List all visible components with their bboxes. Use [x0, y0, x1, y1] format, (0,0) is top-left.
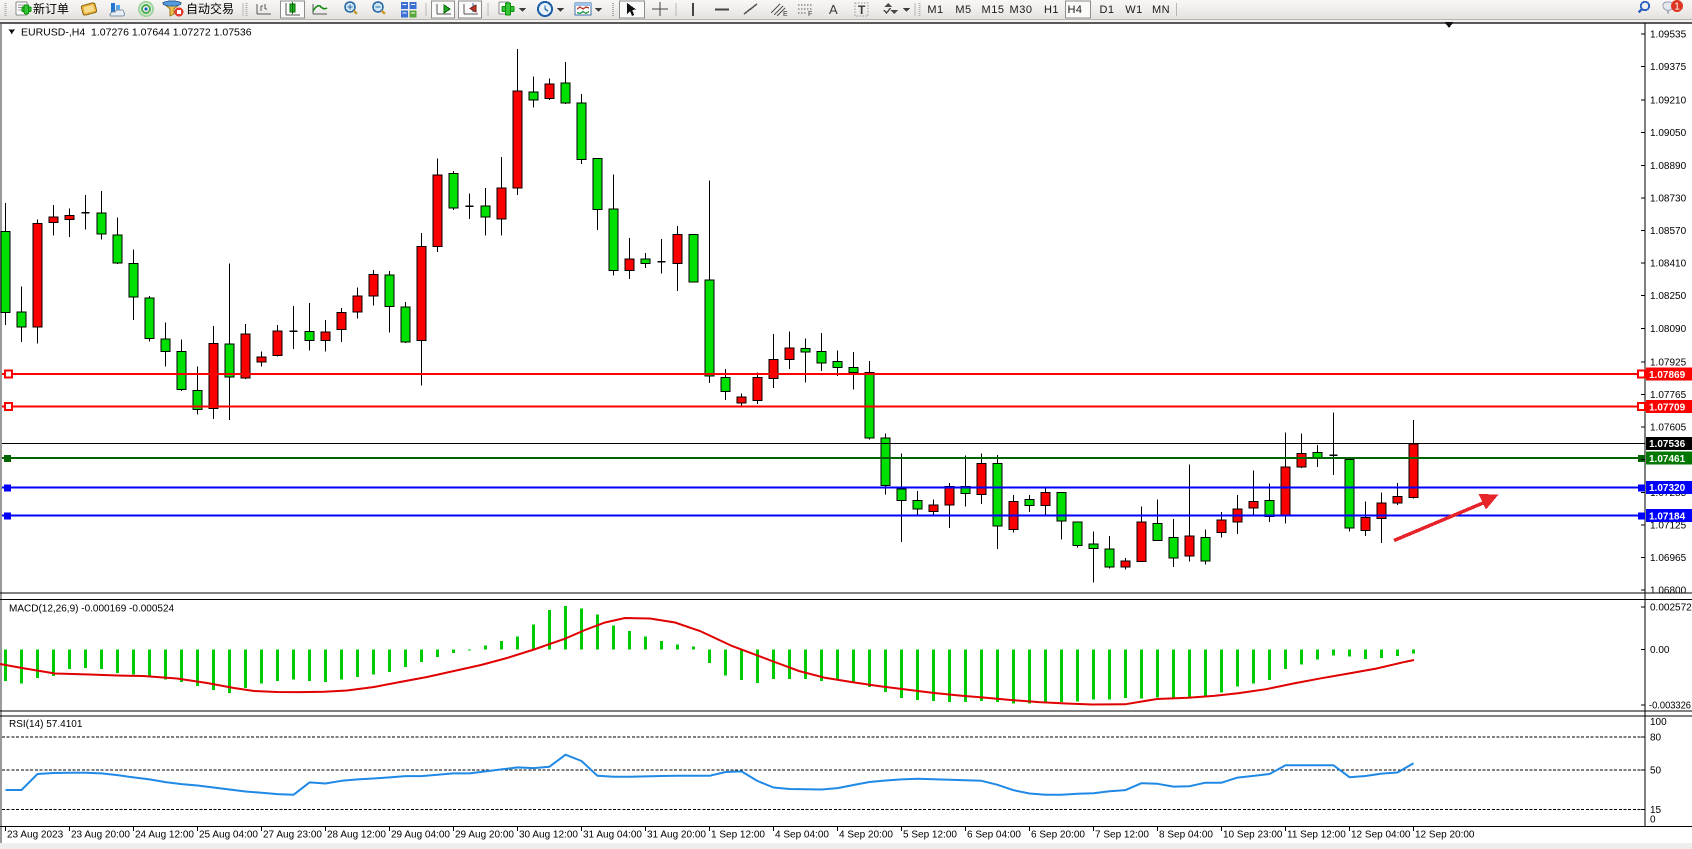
svg-text:H4: H4 [1067, 4, 1082, 16]
svg-text:7 Sep 12:00: 7 Sep 12:00 [1095, 830, 1149, 841]
svg-text:25 Aug 04:00: 25 Aug 04:00 [199, 830, 258, 841]
svg-text:EURUSD-,H4 1.07276 1.07644 1.: EURUSD-,H4 1.07276 1.07644 1.07272 1.075… [21, 27, 252, 39]
svg-text:1.07869: 1.07869 [1649, 370, 1686, 381]
svg-text:W1: W1 [1125, 4, 1143, 16]
svg-text:D1: D1 [1099, 4, 1114, 16]
svg-text:1.07765: 1.07765 [1650, 390, 1687, 401]
svg-text:RSI(14) 57.4101: RSI(14) 57.4101 [9, 719, 83, 730]
svg-text:12 Sep 04:00: 12 Sep 04:00 [1351, 830, 1411, 841]
svg-text:1.07709: 1.07709 [1649, 402, 1686, 413]
svg-text:24 Aug 12:00: 24 Aug 12:00 [135, 830, 194, 841]
svg-text:5 Sep 12:00: 5 Sep 12:00 [903, 830, 957, 841]
svg-text:1.07925: 1.07925 [1650, 357, 1687, 368]
svg-text:29 Aug 20:00: 29 Aug 20:00 [455, 830, 514, 841]
svg-text:31 Aug 20:00: 31 Aug 20:00 [647, 830, 706, 841]
svg-text:1.07320: 1.07320 [1649, 483, 1686, 494]
svg-text:1.08730: 1.08730 [1650, 193, 1687, 204]
svg-text:27 Aug 23:00: 27 Aug 23:00 [263, 830, 322, 841]
svg-text:1.06800: 1.06800 [1650, 585, 1687, 596]
svg-text:10 Sep 23:00: 10 Sep 23:00 [1223, 830, 1283, 841]
svg-text:1.08090: 1.08090 [1650, 324, 1687, 335]
svg-text:8 Sep 04:00: 8 Sep 04:00 [1159, 830, 1213, 841]
svg-text:31 Aug 04:00: 31 Aug 04:00 [583, 830, 642, 841]
svg-text:新订单: 新订单 [33, 1, 69, 16]
svg-text:4 Sep 04:00: 4 Sep 04:00 [775, 830, 829, 841]
svg-text:1.09050: 1.09050 [1650, 128, 1687, 139]
svg-text:28 Aug 12:00: 28 Aug 12:00 [327, 830, 386, 841]
svg-text:4 Sep 20:00: 4 Sep 20:00 [839, 830, 893, 841]
svg-text:1.07536: 1.07536 [1649, 439, 1686, 450]
svg-text:1.08890: 1.08890 [1650, 161, 1687, 172]
svg-text:M1: M1 [927, 4, 943, 16]
svg-text:0.002572: 0.002572 [1650, 603, 1692, 614]
svg-text:23 Aug 20:00: 23 Aug 20:00 [71, 830, 130, 841]
svg-text:1.09535: 1.09535 [1650, 29, 1687, 40]
svg-text:30 Aug 12:00: 30 Aug 12:00 [519, 830, 578, 841]
svg-text:29 Aug 04:00: 29 Aug 04:00 [391, 830, 450, 841]
svg-text:1.08250: 1.08250 [1650, 291, 1687, 302]
svg-text:6 Sep 04:00: 6 Sep 04:00 [967, 830, 1021, 841]
svg-text:1: 1 [1674, 2, 1680, 13]
svg-text:80: 80 [1650, 733, 1662, 744]
svg-text:M15: M15 [982, 4, 1005, 16]
svg-text:M5: M5 [955, 4, 971, 16]
svg-text:-0.003326: -0.003326 [1649, 701, 1691, 712]
svg-text:1.07461: 1.07461 [1649, 454, 1686, 465]
svg-text:100: 100 [1650, 717, 1667, 728]
svg-text:1.09375: 1.09375 [1650, 62, 1687, 73]
svg-text:F: F [808, 11, 812, 18]
svg-text:A: A [829, 2, 838, 17]
svg-text:0: 0 [1650, 815, 1656, 826]
svg-text:MN: MN [1152, 4, 1170, 16]
svg-text:1.08410: 1.08410 [1650, 259, 1687, 270]
svg-text:50: 50 [1650, 766, 1662, 777]
svg-text:H1: H1 [1044, 4, 1059, 16]
svg-text:11 Sep 12:00: 11 Sep 12:00 [1287, 830, 1346, 841]
svg-text:6 Sep 20:00: 6 Sep 20:00 [1031, 830, 1085, 841]
svg-text:1.07184: 1.07184 [1649, 511, 1686, 522]
svg-text:15: 15 [1650, 805, 1662, 816]
svg-text:MACD(12,26,9) -0.000169 -0.000: MACD(12,26,9) -0.000169 -0.000524 [9, 604, 175, 615]
svg-text:1.07125: 1.07125 [1650, 521, 1687, 532]
svg-text:0.00: 0.00 [1650, 645, 1670, 656]
svg-text:E: E [783, 11, 788, 18]
svg-text:23 Aug 2023: 23 Aug 2023 [7, 830, 64, 841]
svg-text:1.09210: 1.09210 [1650, 96, 1687, 107]
svg-text:12 Sep 20:00: 12 Sep 20:00 [1415, 830, 1475, 841]
svg-text:自动交易: 自动交易 [186, 1, 234, 16]
svg-text:T: T [858, 3, 866, 17]
svg-text:M30: M30 [1010, 4, 1033, 16]
svg-text:1.06965: 1.06965 [1650, 553, 1687, 564]
svg-text:1.07605: 1.07605 [1650, 423, 1687, 434]
svg-text:1.08570: 1.08570 [1650, 226, 1687, 237]
svg-text:1 Sep 12:00: 1 Sep 12:00 [711, 830, 765, 841]
